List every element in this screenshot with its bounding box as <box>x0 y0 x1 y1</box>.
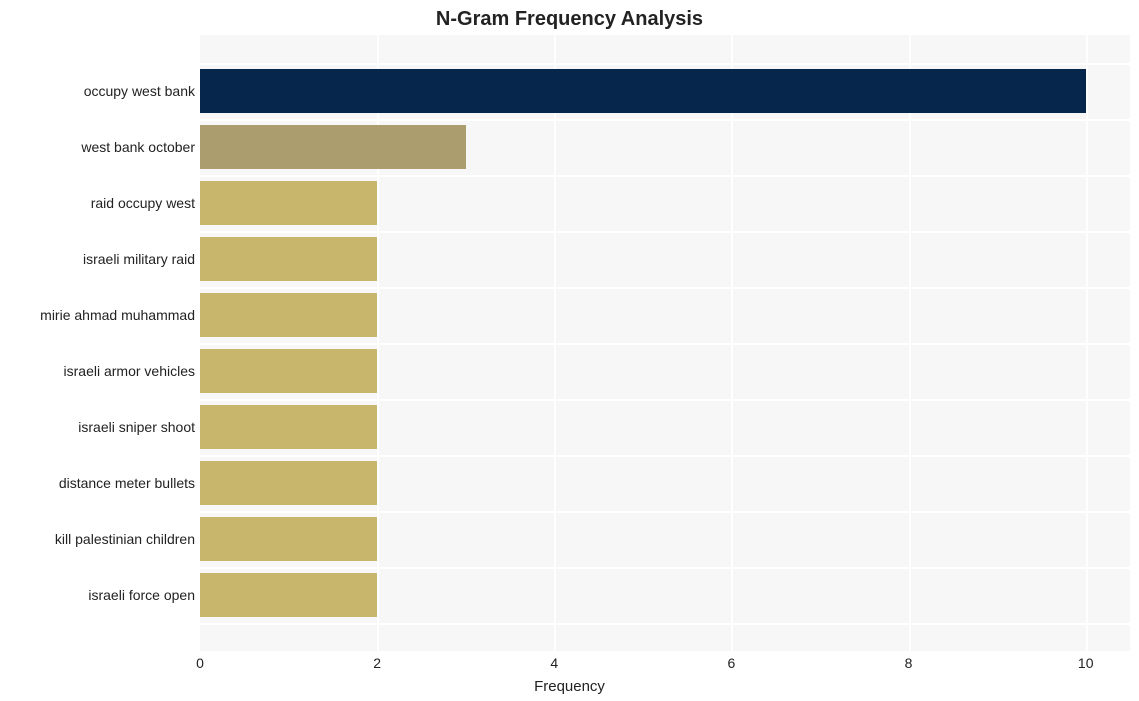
x-tick-label: 10 <box>1078 655 1094 671</box>
y-tick-label: distance meter bullets <box>0 475 195 491</box>
grid-h <box>200 511 1130 513</box>
grid-v <box>731 35 733 651</box>
x-tick-label: 8 <box>905 655 913 671</box>
y-tick-label: west bank october <box>0 139 195 155</box>
grid-h <box>200 343 1130 345</box>
x-tick-label: 0 <box>196 655 204 671</box>
y-tick-label: israeli armor vehicles <box>0 363 195 379</box>
grid-h <box>200 287 1130 289</box>
chart-container: N-Gram Frequency Analysis Frequency 0 2 4 6… <box>0 0 1139 701</box>
x-tick-label: 4 <box>550 655 558 671</box>
grid-h <box>200 119 1130 121</box>
y-tick-label: raid occupy west <box>0 195 195 211</box>
bar <box>200 405 377 448</box>
grid-h <box>200 455 1130 457</box>
bar <box>200 69 1086 112</box>
y-tick-label: israeli sniper shoot <box>0 419 195 435</box>
grid-h <box>200 63 1130 65</box>
bar <box>200 293 377 336</box>
bar <box>200 517 377 560</box>
bar <box>200 125 466 168</box>
bar <box>200 349 377 392</box>
x-tick-label: 2 <box>373 655 381 671</box>
grid-v <box>909 35 911 651</box>
grid-h <box>200 623 1130 625</box>
grid-v <box>1086 35 1088 651</box>
x-axis-label: Frequency <box>0 678 1139 695</box>
bar <box>200 461 377 504</box>
y-tick-label: israeli military raid <box>0 251 195 267</box>
plot-area <box>200 35 1130 651</box>
bar <box>200 573 377 616</box>
bar <box>200 237 377 280</box>
y-tick-label: mirie ahmad muhammad <box>0 307 195 323</box>
bar <box>200 181 377 224</box>
grid-h <box>200 399 1130 401</box>
grid-v <box>554 35 556 651</box>
grid-h <box>200 231 1130 233</box>
grid-h <box>200 175 1130 177</box>
chart-title: N-Gram Frequency Analysis <box>0 8 1139 31</box>
y-tick-label: israeli force open <box>0 587 195 603</box>
y-tick-label: occupy west bank <box>0 83 195 99</box>
grid-h <box>200 567 1130 569</box>
y-tick-label: kill palestinian children <box>0 531 195 547</box>
x-tick-label: 6 <box>728 655 736 671</box>
